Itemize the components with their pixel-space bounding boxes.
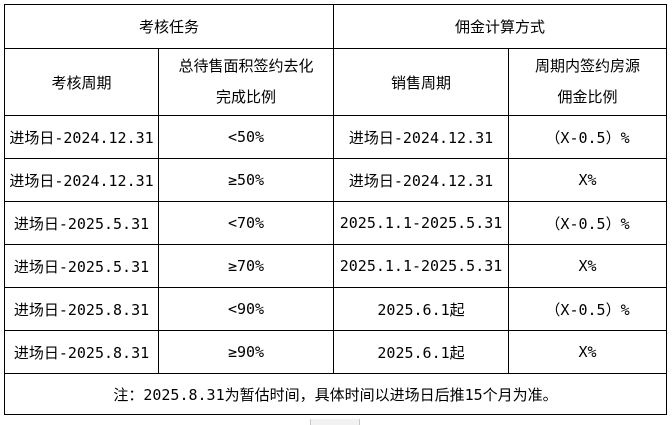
cell-completion-ratio: ≥70% — [157, 244, 335, 288]
cell-completion-ratio: <90% — [157, 287, 335, 331]
table-row: 进场日-2024.12.31 <50% 进场日-2024.12.31 （X-0.… — [4, 115, 668, 159]
cell-sales-period: 2025.1.1-2025.5.31 — [333, 244, 510, 288]
cell-commission-rate: （X-0.5）% — [508, 201, 668, 245]
cell-completion-ratio: <50% — [157, 115, 335, 159]
cell-completion-ratio: ≥50% — [157, 158, 335, 202]
column-header-completion-ratio-line1: 总待售面积签约去化 — [178, 57, 314, 75]
group-header-commission-method: 佣金计算方式 — [333, 4, 668, 49]
horizontal-scrollbar-thumb[interactable] — [310, 419, 360, 425]
column-header-completion-ratio-line2: 完成比例 — [216, 88, 277, 106]
commission-assessment-table: 考核任务 佣金计算方式 考核周期 总待售面积签约去化 完成比例 销售周期 周期内… — [3, 4, 668, 415]
cell-sales-period: 2025.6.1起 — [333, 287, 510, 331]
cell-commission-rate: （X-0.5）% — [508, 115, 668, 159]
cell-sales-period: 进场日-2024.12.31 — [333, 158, 510, 202]
table-row: 进场日-2025.5.31 ≥70% 2025.1.1-2025.5.31 X% — [4, 244, 668, 288]
cell-assessment-period: 进场日-2025.8.31 — [4, 330, 159, 374]
column-header-assessment-period: 考核周期 — [4, 48, 159, 116]
cell-sales-period: 2025.1.1-2025.5.31 — [333, 201, 510, 245]
table-footnote: 注：2025.8.31为暂估时间，具体时间以进场日后推15个月为准。 — [3, 373, 668, 415]
cell-completion-ratio: ≥90% — [157, 330, 335, 374]
cell-commission-rate: X% — [508, 244, 668, 288]
group-header-assessment-task: 考核任务 — [3, 4, 335, 49]
table-row: 进场日-2025.5.31 <70% 2025.1.1-2025.5.31 （X… — [4, 201, 668, 245]
cell-commission-rate: （X-0.5）% — [508, 287, 668, 331]
cell-sales-period: 进场日-2024.12.31 — [333, 115, 510, 159]
table-row: 进场日-2024.12.31 ≥50% 进场日-2024.12.31 X% — [4, 158, 668, 202]
column-header-row: 考核周期 总待售面积签约去化 完成比例 销售周期 周期内签约房源 佣金比例 — [4, 48, 668, 116]
cell-assessment-period: 进场日-2024.12.31 — [4, 115, 159, 159]
cell-commission-rate: X% — [508, 330, 668, 374]
table-row: 进场日-2025.8.31 ≥90% 2025.6.1起 X% — [4, 330, 668, 374]
group-header-row: 考核任务 佣金计算方式 — [3, 4, 668, 49]
column-header-commission-rate-line1: 周期内签约房源 — [535, 57, 641, 75]
note-row: 注：2025.8.31为暂估时间，具体时间以进场日后推15个月为准。 — [3, 373, 668, 415]
column-header-sales-period: 销售周期 — [333, 48, 510, 116]
cell-sales-period: 2025.6.1起 — [333, 330, 510, 374]
column-header-completion-ratio: 总待售面积签约去化 完成比例 — [157, 48, 335, 116]
cell-commission-rate: X% — [508, 158, 668, 202]
cell-assessment-period: 进场日-2025.5.31 — [4, 201, 159, 245]
cell-assessment-period: 进场日-2025.8.31 — [4, 287, 159, 331]
cell-assessment-period: 进场日-2025.5.31 — [4, 244, 159, 288]
cell-completion-ratio: <70% — [157, 201, 335, 245]
table-row: 进场日-2025.8.31 <90% 2025.6.1起 （X-0.5）% — [4, 287, 668, 331]
cell-assessment-period: 进场日-2024.12.31 — [4, 158, 159, 202]
column-header-commission-rate-line2: 佣金比例 — [557, 88, 618, 106]
column-header-commission-rate: 周期内签约房源 佣金比例 — [508, 48, 668, 116]
